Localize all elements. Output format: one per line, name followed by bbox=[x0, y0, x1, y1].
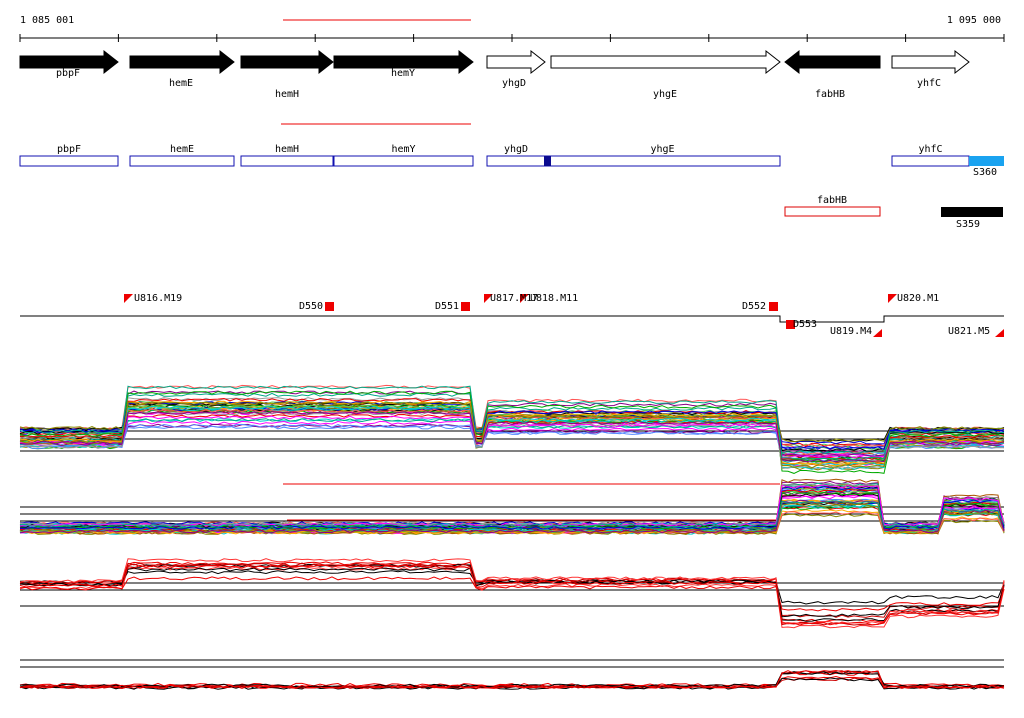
annotation-box bbox=[240, 155, 334, 167]
segment-marker bbox=[461, 302, 470, 311]
expression-profile bbox=[19, 570, 1005, 605]
segment-marker bbox=[769, 302, 778, 311]
segment-label: U817.M17 bbox=[490, 293, 538, 304]
annotation-label: fabHB bbox=[817, 195, 847, 206]
segment-flag bbox=[873, 329, 882, 337]
gene-label: yhfC bbox=[917, 78, 941, 89]
annotation-box bbox=[891, 155, 970, 167]
gene-label: yhgD bbox=[502, 78, 526, 89]
segment-label: U819.M4 bbox=[830, 326, 872, 337]
annotation-box bbox=[129, 155, 235, 167]
expression-profile bbox=[19, 384, 1005, 456]
gene-label: hemY bbox=[391, 68, 415, 79]
annotation-marker bbox=[544, 156, 551, 166]
annotation-label: hemE bbox=[170, 144, 194, 155]
gene-arrow bbox=[333, 49, 474, 75]
segment-flag bbox=[124, 294, 133, 303]
segment-label: D551 bbox=[435, 301, 459, 312]
expression-profile bbox=[19, 385, 1005, 461]
segment-flag bbox=[888, 294, 897, 303]
segment-label: U820.M1 bbox=[897, 293, 939, 304]
annotation-box bbox=[969, 156, 1004, 166]
expression-profile bbox=[19, 401, 1005, 469]
annotation-box bbox=[333, 155, 474, 167]
annotation-label: yhfC bbox=[918, 144, 942, 155]
expression-profile bbox=[19, 400, 1005, 465]
expression-profile bbox=[19, 415, 1005, 460]
annotation-box bbox=[784, 206, 881, 217]
gene-label: pbpF bbox=[56, 68, 80, 79]
gene-arrow bbox=[784, 49, 881, 75]
segment-label: D552 bbox=[742, 301, 766, 312]
segment-flag bbox=[520, 294, 529, 303]
annotation-label: hemY bbox=[391, 144, 415, 155]
segment-label: D550 bbox=[299, 301, 323, 312]
expression-profile bbox=[19, 410, 1005, 463]
expression-profile bbox=[19, 420, 1005, 457]
segment-marker bbox=[325, 302, 334, 311]
expression-profile bbox=[19, 423, 1005, 457]
annotation-label: pbpF bbox=[57, 144, 81, 155]
expression-profile bbox=[19, 500, 1005, 528]
expression-profile bbox=[19, 564, 1005, 626]
expression-profile bbox=[19, 561, 1005, 623]
end-coordinate: 1 095 000 bbox=[947, 15, 1001, 26]
annotation-box bbox=[19, 155, 119, 167]
gene-arrow bbox=[891, 49, 970, 75]
expression-profile bbox=[19, 403, 1005, 474]
segment-label: D553 bbox=[793, 319, 817, 330]
segment-label: U816.M19 bbox=[134, 293, 182, 304]
annotation-label: yhgE bbox=[650, 144, 674, 155]
expression-profile bbox=[19, 407, 1005, 470]
segment-flag bbox=[995, 329, 1004, 337]
gene-arrow bbox=[129, 49, 235, 75]
expression-profile bbox=[19, 423, 1005, 462]
start-coordinate: 1 085 001 bbox=[20, 15, 74, 26]
expression-profile bbox=[19, 567, 1005, 618]
expression-profile bbox=[19, 486, 1005, 530]
expression-profile bbox=[19, 669, 1005, 689]
gene-arrow bbox=[550, 49, 781, 75]
expression-profile bbox=[19, 576, 1005, 612]
annotation-label: yhgD bbox=[504, 144, 528, 155]
expression-profile bbox=[19, 390, 1005, 453]
expression-profile bbox=[19, 418, 1005, 456]
expression-profile bbox=[19, 563, 1005, 622]
gene-label: hemH bbox=[275, 89, 299, 100]
expression-profile bbox=[19, 484, 1005, 527]
annotation-box bbox=[544, 155, 781, 167]
gene-label: hemE bbox=[169, 78, 193, 89]
annotation-label: hemH bbox=[275, 144, 299, 155]
expression-profile bbox=[19, 677, 1005, 690]
gene-label: fabHB bbox=[815, 89, 845, 100]
segment-flag bbox=[484, 294, 493, 303]
expression-profile bbox=[19, 397, 1005, 461]
segment-label: U818.M11 bbox=[530, 293, 578, 304]
gene-arrow bbox=[19, 49, 119, 75]
annotation-box bbox=[486, 155, 546, 167]
segment-marker bbox=[786, 320, 795, 329]
expression-profile bbox=[19, 566, 1005, 629]
annotation-box bbox=[941, 207, 1003, 217]
gene-label: yhgE bbox=[653, 89, 677, 100]
annotation-label: S360 bbox=[973, 167, 997, 178]
segment-label: U821.M5 bbox=[948, 326, 990, 337]
segment-baseline bbox=[20, 315, 1004, 323]
gene-arrow bbox=[486, 49, 546, 75]
expression-profile bbox=[19, 503, 1005, 527]
annotation-label: S359 bbox=[956, 219, 980, 230]
gene-arrow bbox=[240, 49, 334, 75]
expression-profile bbox=[19, 491, 1005, 530]
